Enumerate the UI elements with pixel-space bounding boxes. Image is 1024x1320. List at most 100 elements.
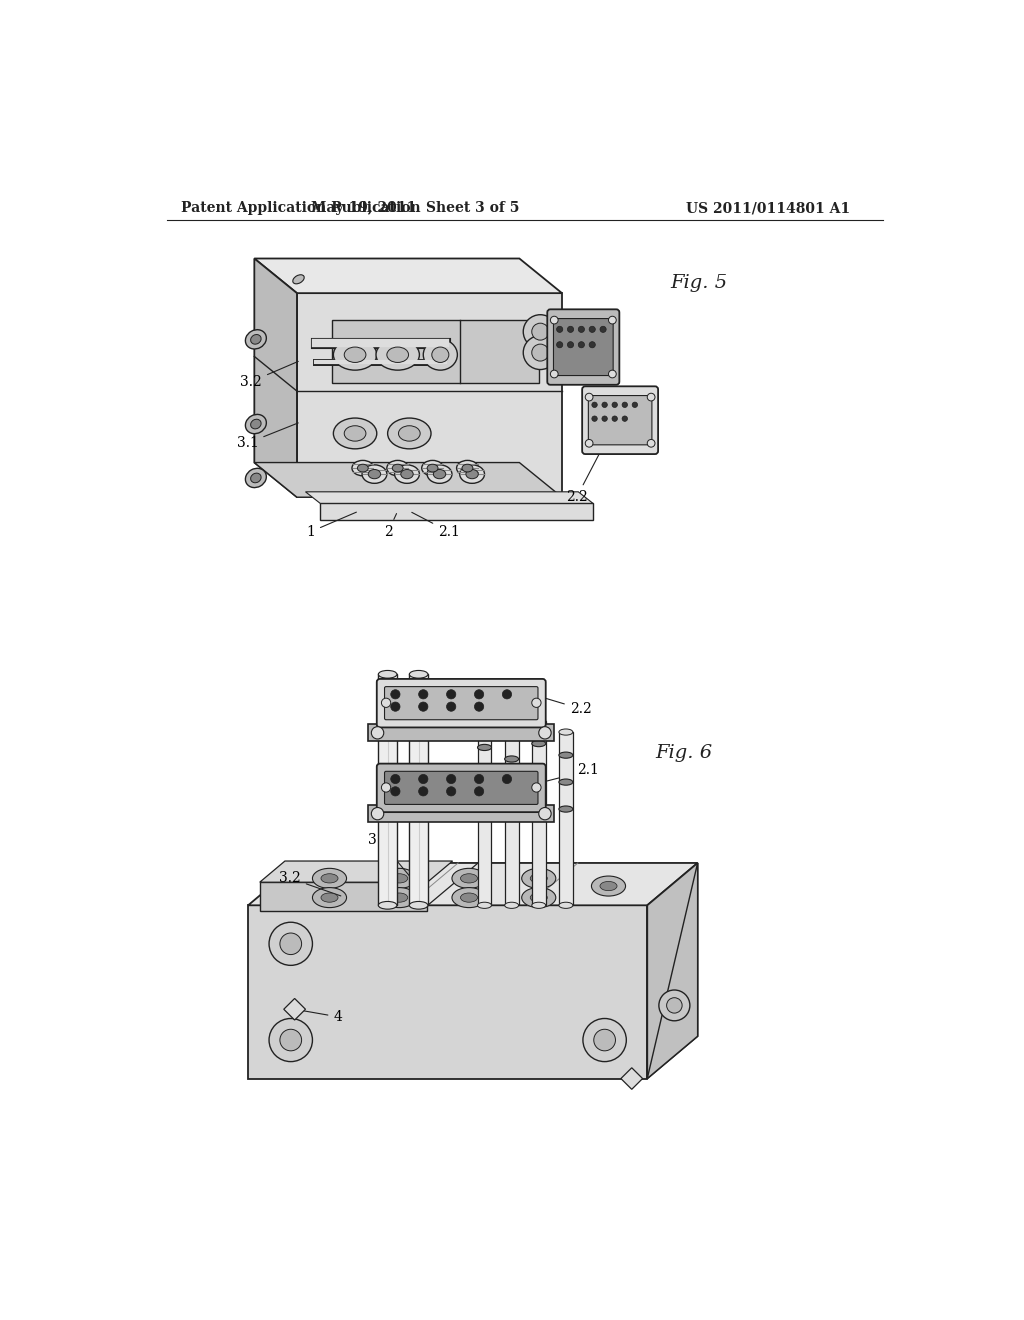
Ellipse shape [579,326,585,333]
Ellipse shape [474,702,483,711]
Ellipse shape [531,795,546,800]
Ellipse shape [378,671,397,678]
Text: 4: 4 [297,1010,342,1024]
Ellipse shape [521,887,556,908]
Ellipse shape [419,689,428,700]
Ellipse shape [466,470,478,479]
Ellipse shape [461,874,477,883]
Polygon shape [254,259,297,498]
Text: US 2011/0114801 A1: US 2011/0114801 A1 [686,202,850,215]
Ellipse shape [344,426,366,441]
FancyBboxPatch shape [554,318,613,376]
Ellipse shape [550,370,558,378]
Ellipse shape [557,326,563,333]
Ellipse shape [622,403,628,408]
Ellipse shape [251,334,261,345]
Ellipse shape [583,1019,627,1061]
Ellipse shape [589,342,595,348]
Ellipse shape [531,783,541,792]
Ellipse shape [477,718,492,723]
Ellipse shape [505,783,518,789]
Ellipse shape [391,775,400,784]
Text: Patent Application Publication: Patent Application Publication [180,202,420,215]
Ellipse shape [539,726,551,739]
Ellipse shape [559,779,572,785]
Ellipse shape [477,744,492,751]
Ellipse shape [251,473,261,483]
Polygon shape [260,861,453,882]
FancyBboxPatch shape [377,763,546,812]
Text: 3.2: 3.2 [280,871,341,896]
Ellipse shape [474,775,483,784]
Ellipse shape [477,903,492,908]
Bar [505,709,518,906]
Ellipse shape [647,440,655,447]
Text: 2: 2 [384,513,396,539]
Bar [531,721,546,906]
Text: 2.1: 2.1 [412,512,460,539]
Ellipse shape [433,470,445,479]
Ellipse shape [372,808,384,820]
Ellipse shape [357,465,369,473]
Ellipse shape [382,869,417,888]
Ellipse shape [505,706,518,711]
Ellipse shape [559,807,572,812]
Ellipse shape [452,869,486,888]
Ellipse shape [531,767,546,774]
Polygon shape [647,863,697,1078]
Ellipse shape [372,726,384,739]
FancyBboxPatch shape [583,387,658,454]
Ellipse shape [376,339,420,370]
Ellipse shape [398,426,420,441]
Ellipse shape [446,702,456,711]
Bar [369,805,554,822]
Ellipse shape [410,902,428,909]
Ellipse shape [246,330,266,348]
Ellipse shape [446,775,456,784]
Ellipse shape [387,461,409,475]
Polygon shape [260,882,427,911]
Ellipse shape [369,470,381,479]
Ellipse shape [530,874,547,883]
Ellipse shape [391,689,400,700]
Polygon shape [621,1068,643,1089]
Ellipse shape [530,892,547,903]
Ellipse shape [269,1019,312,1061]
Ellipse shape [387,347,409,363]
Ellipse shape [579,342,585,348]
Bar [410,675,428,906]
Ellipse shape [531,698,541,708]
Bar [559,733,572,906]
Ellipse shape [477,771,492,777]
Ellipse shape [531,903,546,908]
Ellipse shape [592,403,597,408]
Ellipse shape [427,465,452,483]
Ellipse shape [392,465,403,473]
Ellipse shape [452,887,486,908]
Ellipse shape [394,465,420,483]
Ellipse shape [505,903,518,908]
Polygon shape [254,259,562,293]
Ellipse shape [410,671,428,678]
Ellipse shape [378,902,397,909]
Ellipse shape [589,326,595,333]
Ellipse shape [251,420,261,429]
Text: 2.1: 2.1 [546,763,599,781]
Ellipse shape [381,698,391,708]
Ellipse shape [246,414,266,434]
Ellipse shape [391,892,408,903]
Ellipse shape [381,783,391,792]
Ellipse shape [419,775,428,784]
Text: Fig. 5: Fig. 5 [671,275,728,292]
Ellipse shape [602,416,607,421]
Ellipse shape [667,998,682,1014]
Ellipse shape [362,465,387,483]
Ellipse shape [503,689,512,700]
Ellipse shape [559,729,572,735]
Text: May 19, 2011  Sheet 3 of 5: May 19, 2011 Sheet 3 of 5 [310,202,519,215]
Ellipse shape [477,694,492,701]
Ellipse shape [446,787,456,796]
Ellipse shape [505,729,518,735]
FancyBboxPatch shape [377,678,546,727]
Ellipse shape [600,326,606,333]
